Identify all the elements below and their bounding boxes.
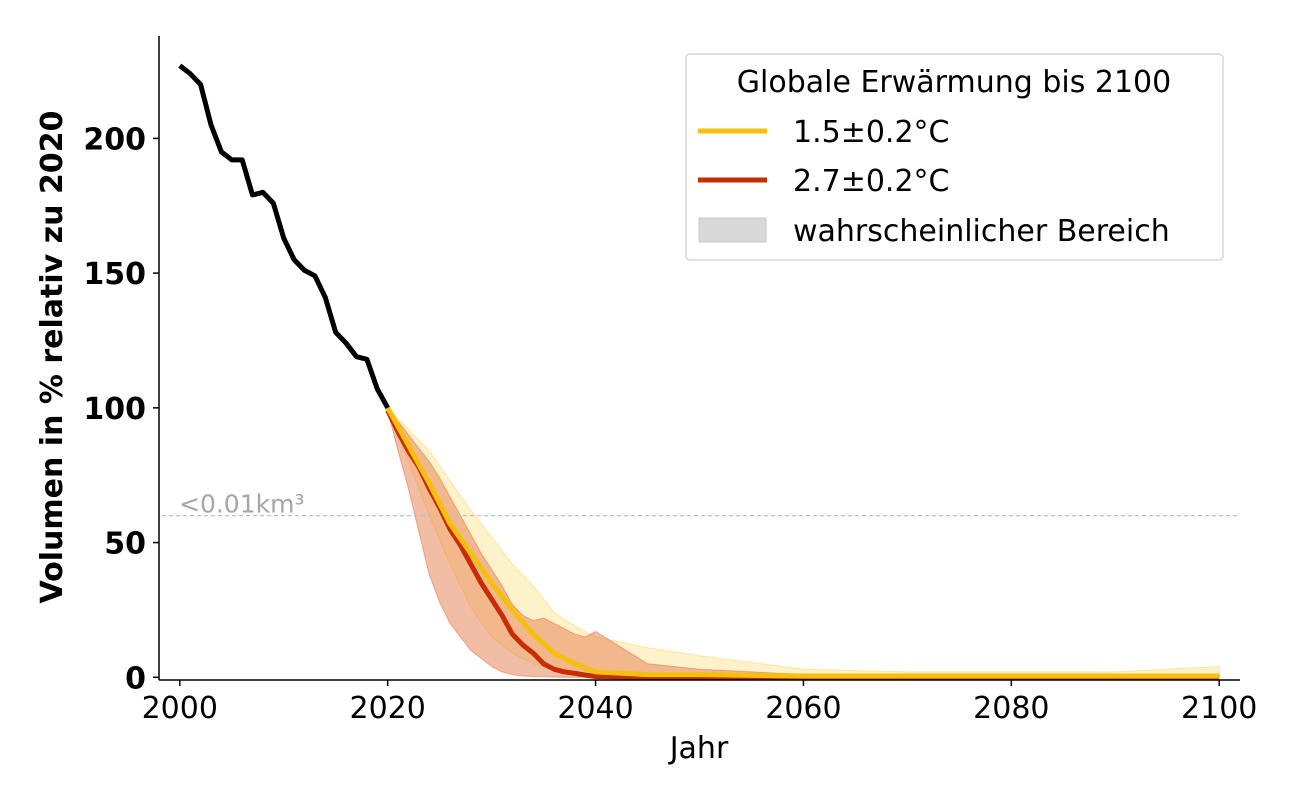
legend-entry-label: wahrscheinlicher Bereich — [793, 214, 1170, 249]
y-tick-label: 50 — [104, 527, 146, 562]
legend-swatch — [698, 217, 767, 243]
x-tick-label: 2020 — [349, 691, 425, 726]
x-tick-label: 2040 — [557, 691, 633, 726]
series-line-historical — [178, 63, 390, 410]
series-line-2702C — [385, 409, 1220, 680]
legend-entries: 1.5±0.2°C 2.7±0.2°C wahrscheinlicher Berei… — [698, 115, 1170, 249]
y-tick-label: 200 — [83, 122, 146, 157]
axes — [158, 36, 1240, 681]
series-lines — [178, 63, 1220, 680]
legend-entry-label: 2.7±0.2°C — [793, 164, 950, 199]
x-tick-label: 2060 — [765, 691, 841, 726]
y-tick-label: 0 — [125, 661, 146, 696]
x-tick-label: 2000 — [142, 691, 218, 726]
legend-frame — [685, 53, 1224, 261]
x-axis-title: Jahr — [668, 731, 729, 766]
x-tick-label: 2100 — [1181, 691, 1257, 726]
ticks: 2000 2020 2040 2060 2080 2100 0 50 100 150 200 — [83, 122, 1257, 726]
series-line-1502C — [385, 406, 1220, 679]
legend: Globale Erwärmung bis 2100 1.5±0.2°C 2.7±… — [685, 53, 1224, 261]
legend-title: Globale Erwärmung bis 2100 — [737, 65, 1171, 100]
y-tick-label: 100 — [83, 392, 146, 427]
threshold-line-group: <0.01km³ — [162, 490, 1240, 519]
y-axis-title: Volumen in % relativ zu 2020 — [35, 111, 70, 604]
legend-entry-label: 1.5±0.2°C — [793, 115, 950, 150]
x-tick-label: 2080 — [973, 691, 1049, 726]
y-tick-label: 150 — [83, 257, 146, 292]
threshold-label: <0.01km³ — [179, 490, 304, 519]
